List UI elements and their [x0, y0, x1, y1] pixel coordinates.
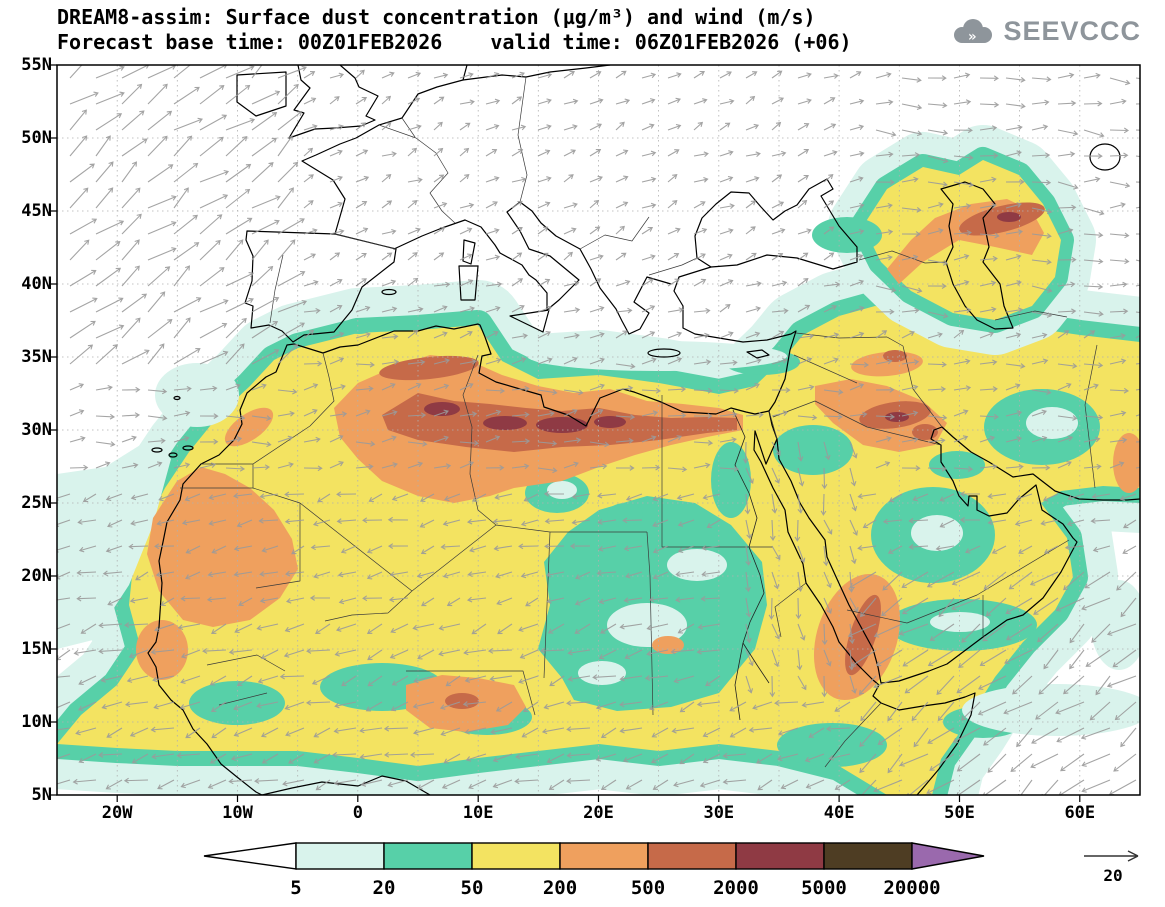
lat-label: 15N: [21, 639, 52, 659]
lat-label: 30N: [21, 420, 52, 440]
colorbar-above-arrow: [911, 842, 985, 870]
map-frame: [56, 64, 1141, 796]
colorbar-canvas: 5 20 50 200 500 2000 5000 20000: [203, 842, 985, 899]
colorbar-tick-label: 2000: [713, 877, 759, 899]
colorbar-tick-label: 50: [461, 877, 484, 899]
title-block: DREAM8-assim: Surface dust concentration…: [57, 5, 852, 55]
lon-label: 40E: [823, 803, 855, 823]
colorbar-tick-label: 20000: [883, 877, 940, 899]
lon-label: 20W: [101, 803, 133, 823]
forecast-base-time: Forecast base time: 00Z01FEB2026: [57, 30, 443, 54]
lon-label: 10W: [222, 803, 253, 823]
lon-label: 20E: [583, 803, 614, 823]
lon-label: 60E: [1064, 803, 1096, 823]
map-area: [50, 64, 1141, 802]
colorbar-tick-label: 5: [290, 877, 301, 899]
dust-field-layer: [57, 125, 1140, 795]
border-layer: [180, 76, 1098, 768]
lat-label: 50N: [21, 128, 52, 148]
lat-label: 10N: [21, 712, 52, 732]
logo-text: SEEVCCC: [1003, 16, 1141, 46]
coastline-layer: [147, 65, 1140, 795]
lon-label: 30E: [703, 803, 735, 823]
colorbar-segment: [559, 842, 649, 870]
title-line1: DREAM8-assim: Surface dust concentration…: [57, 5, 816, 29]
colorbar-tick-label: 500: [631, 877, 665, 899]
colorbar-tick-label: 5000: [801, 877, 847, 899]
title-line2: Forecast base time: 00Z01FEB2026 valid t…: [57, 30, 852, 55]
lon-label: 50E: [944, 803, 975, 823]
lat-label: 35N: [21, 347, 52, 367]
colorbar-legend: 5 20 50 200 500 2000 5000 20000: [203, 842, 993, 906]
svg-text:»: »: [968, 29, 976, 45]
wind-reference-label: 20: [1103, 866, 1123, 885]
lat-label: 40N: [21, 274, 52, 294]
lon-label: 10E: [462, 803, 494, 823]
nile-river: [732, 409, 770, 721]
colorbar-segment: [471, 842, 561, 870]
lat-label: 25N: [21, 493, 52, 513]
colorbar-tick-label: 200: [543, 877, 577, 899]
colorbar-segment: [295, 842, 385, 870]
colorbar-segment: [647, 842, 737, 870]
lat-label: 55N: [21, 55, 52, 75]
wind-reference: 20: [1076, 844, 1150, 885]
lat-label: 5N: [31, 785, 52, 805]
colorbar-segment: [823, 842, 913, 870]
map-canvas: [50, 64, 1141, 802]
colorbar-below-arrow: [203, 842, 297, 870]
lat-label: 45N: [21, 201, 52, 221]
cyan-patches: [57, 341, 1140, 736]
wind-vector-layer: [57, 65, 1140, 795]
cloud-icon: »: [954, 18, 993, 45]
lon-label: 0: [352, 803, 363, 823]
colorbar-segment: [735, 842, 825, 870]
valid-time: valid time: 06Z01FEB2026 (+06): [490, 30, 852, 54]
lat-label: 20N: [21, 566, 52, 586]
seevccc-logo: » SEEVCCC: [949, 16, 1141, 47]
maroon-patches: [424, 212, 1021, 433]
axis-ticks: [50, 64, 1081, 802]
wind-reference-arrow-icon: [1084, 850, 1139, 862]
colorbar-tick-label: 20: [373, 877, 396, 899]
colorbar-segment: [383, 842, 473, 870]
